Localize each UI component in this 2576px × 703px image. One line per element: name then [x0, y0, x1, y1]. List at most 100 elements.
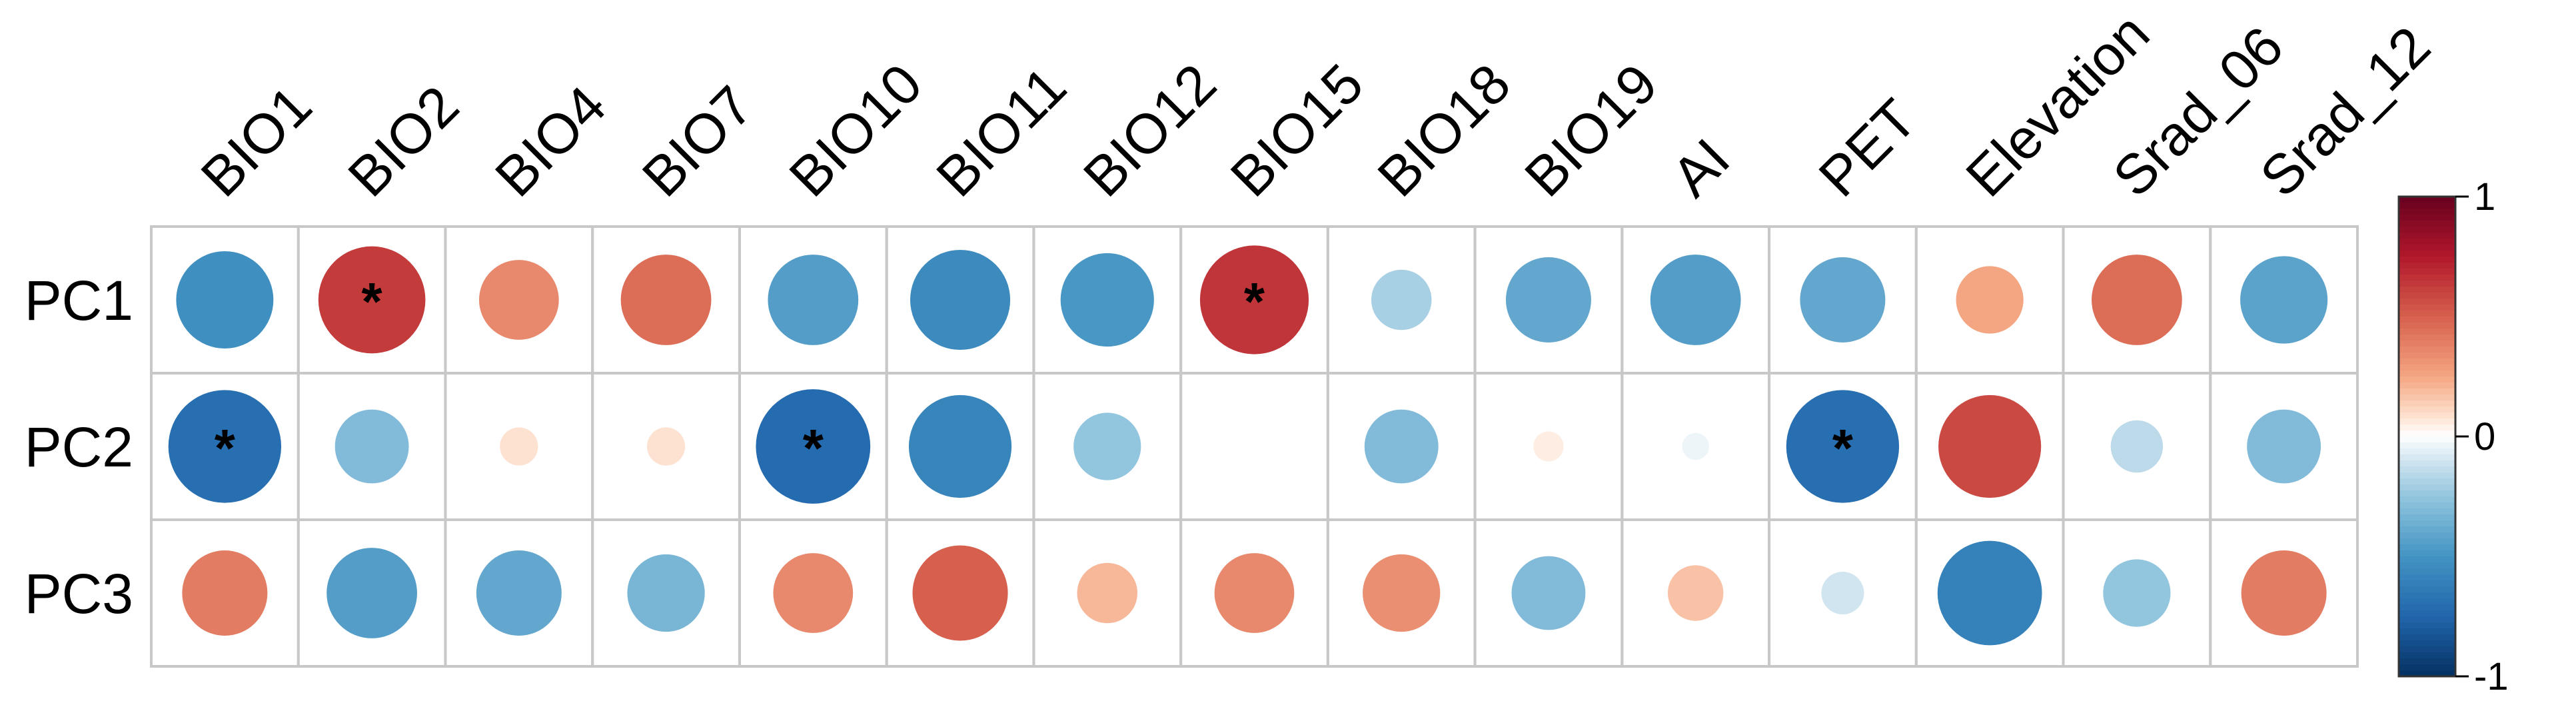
correlation-circle — [1077, 562, 1138, 624]
colorbar-segment — [2399, 257, 2455, 263]
colorbar-segment — [2399, 430, 2455, 437]
correlation-circle — [500, 427, 538, 466]
colorbar-segment — [2399, 562, 2455, 569]
column-label: BIO19 — [1513, 52, 1669, 209]
colorbar-segment — [2399, 245, 2455, 251]
correlation-circle — [1786, 390, 1900, 503]
correlation-circle — [908, 394, 1012, 498]
correlation-circle — [476, 550, 562, 636]
column-label: BIO4 — [483, 74, 618, 209]
colorbar-segment — [2399, 418, 2455, 425]
correlation-circle — [627, 554, 705, 632]
colorbar-segment — [2399, 622, 2455, 629]
colorbar-segment — [2399, 454, 2455, 461]
colorbar-segment — [2399, 472, 2455, 479]
correlation-circle — [2247, 409, 2321, 484]
chart-grid — [150, 225, 2359, 668]
correlation-circle — [1667, 565, 1724, 621]
column-label: BIO15 — [1219, 52, 1375, 209]
colorbar-segment — [2399, 269, 2455, 275]
colorbar-tick-label: -1 — [2474, 655, 2509, 698]
correlation-circle — [646, 427, 686, 466]
column-label: BIO12 — [1071, 52, 1228, 209]
colorbar-segment — [2399, 215, 2455, 221]
significance-marker: * — [1832, 418, 1854, 478]
row-label: PC3 — [25, 562, 133, 625]
grid-cell — [1179, 372, 1329, 521]
colorbar-segment — [2399, 239, 2455, 245]
correlation-circle — [1650, 255, 1741, 345]
correlation-circle — [326, 548, 417, 638]
colorbar-segment — [2399, 299, 2455, 305]
colorbar-segment — [2399, 281, 2455, 287]
colorbar-segment — [2399, 400, 2455, 407]
colorbar-segment — [2399, 508, 2455, 515]
colorbar-segment — [2399, 311, 2455, 317]
colorbar-segment — [2399, 640, 2455, 647]
correlation-circle — [1956, 266, 2024, 334]
colorbar-segment — [2399, 502, 2455, 509]
column-label: BIO1 — [189, 74, 324, 209]
colorbar-segment — [2399, 466, 2455, 473]
grid-cell — [2209, 518, 2359, 668]
colorbar-segment — [2399, 484, 2455, 491]
colorbar-segment — [2399, 490, 2455, 497]
colorbar-segment — [2399, 203, 2455, 209]
correlation-circle — [1371, 269, 1432, 331]
column-label: BIO18 — [1365, 52, 1522, 209]
column-label: AI — [1660, 127, 1742, 209]
correlation-circle — [1800, 257, 1886, 343]
colorbar-segment — [2399, 646, 2455, 653]
correlation-circle — [1505, 257, 1591, 343]
colorbar-segment — [2399, 394, 2455, 401]
colorbar-segment — [2399, 574, 2455, 581]
correlation-circle — [773, 553, 854, 633]
correlation-circle — [1214, 553, 1295, 633]
colorbar-segment — [2399, 251, 2455, 257]
colorbar-segment — [2399, 329, 2455, 335]
colorbar-segment — [2399, 592, 2455, 599]
correlation-circle — [318, 246, 426, 354]
correlation-circle — [182, 550, 268, 636]
colorbar-segment — [2399, 514, 2455, 521]
correlation-circle — [2110, 420, 2164, 473]
colorbar-segment — [2399, 317, 2455, 323]
colorbar-segment — [2399, 544, 2455, 551]
colorbar-segment — [2399, 652, 2455, 659]
correlation-circle — [2103, 559, 2171, 627]
colorbar-segment — [2399, 209, 2455, 215]
colorbar-segment — [2399, 335, 2455, 341]
colorbar-segment — [2399, 352, 2455, 359]
significance-marker: * — [362, 272, 383, 331]
colorbar-segment — [2399, 670, 2455, 677]
colorbar-segment — [2399, 478, 2455, 485]
significance-marker: * — [1244, 272, 1265, 331]
colorbar-segment — [2399, 532, 2455, 539]
correlation-circle — [176, 251, 274, 349]
colorbar-segment — [2399, 634, 2455, 641]
colorbar-segment — [2399, 388, 2455, 395]
colorbar-tick-label: 1 — [2474, 175, 2495, 219]
correlation-circles: * * * * * — [168, 245, 2328, 646]
row-label: PC1 — [25, 269, 133, 332]
column-label: PET — [1807, 87, 1928, 209]
colorbar-segment — [2399, 610, 2455, 617]
colorbar-segment — [2399, 424, 2455, 431]
correlation-circle — [620, 255, 712, 345]
column-label: BIO7 — [630, 74, 765, 209]
colorbar-segment — [2399, 293, 2455, 299]
colorbar-tick-label: 0 — [2474, 415, 2495, 458]
colorbar-segment — [2399, 538, 2455, 545]
correlation-circle — [1938, 394, 2042, 498]
colorbar-segment — [2399, 382, 2455, 389]
colorbar-segment — [2399, 364, 2455, 371]
colorbar-segment — [2399, 616, 2455, 623]
correlation-circle — [478, 260, 559, 340]
correlation-circle — [1533, 431, 1564, 462]
colorbar-segment — [2399, 526, 2455, 533]
column-label: BIO10 — [778, 52, 934, 209]
colorbar-segment — [2399, 604, 2455, 611]
correlation-circle — [1199, 245, 1309, 354]
colorbar-segment — [2399, 520, 2455, 527]
colorbar-segment — [2399, 197, 2455, 203]
